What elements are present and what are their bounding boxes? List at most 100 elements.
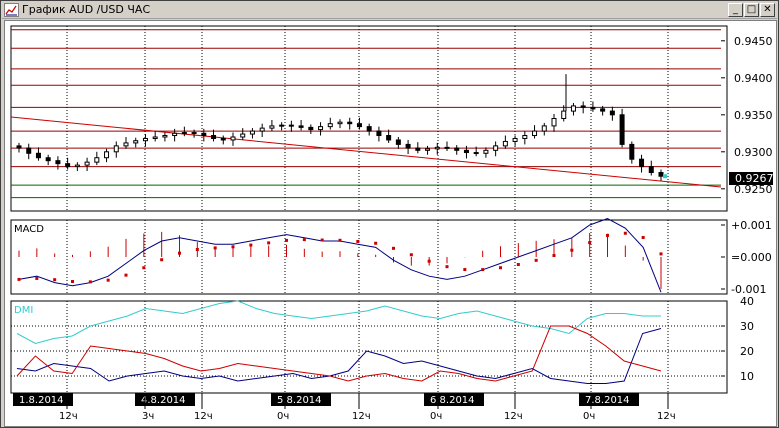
dmi-adx-line [16, 300, 661, 345]
time-tick-label: 3ч [142, 411, 154, 422]
candle-body [172, 132, 178, 137]
chart-area[interactable]: 0.9450 0.9400 0.9350 0.9300 0.9250 0.9267 MA… [4, 20, 777, 427]
date-badge-bg [13, 393, 73, 406]
dmi-tick-label: 30 [740, 320, 754, 333]
candle-body [162, 135, 168, 138]
current-marker [663, 174, 667, 179]
candle-body [444, 146, 450, 149]
date-badge: 4.8.2014 [135, 393, 195, 406]
dmi-tick-label: 20 [740, 345, 754, 358]
macd-signal-dot [124, 273, 128, 277]
macd-signal-dot [249, 243, 253, 247]
candle-body [230, 136, 236, 141]
macd-panel: MACD +0.001 =0.000 -0.001 [10, 218, 772, 296]
macd-signal-dot [445, 265, 449, 269]
dmi-panel: DMI 40 30 20 10 [10, 295, 754, 394]
candle-body [288, 124, 294, 127]
dmi-tick-label: 10 [740, 370, 754, 383]
candle-body [619, 114, 625, 145]
minimize-button[interactable]: _ [728, 3, 743, 17]
macd-signal-dot [53, 278, 57, 282]
candle-body [600, 108, 606, 112]
date-badge-label: 1.8.2014 [19, 395, 64, 406]
candle-body [337, 121, 343, 125]
candle-body [55, 160, 61, 165]
price-tick-label: 0.9250 [734, 183, 773, 196]
macd-tick-label: +0.001 [731, 219, 772, 232]
trend-line[interactable] [10, 116, 722, 188]
dmi-label: DMI [14, 305, 33, 316]
candle-body [104, 151, 110, 159]
candle-body [269, 125, 275, 129]
candle-body [94, 157, 100, 163]
dmi-plus-line [16, 328, 662, 384]
macd-signal-dot [88, 280, 92, 284]
candle-body [327, 123, 333, 128]
candle-body [308, 126, 314, 131]
macd-signal-dot [516, 263, 520, 267]
candle-body [191, 132, 197, 135]
macd-signal-dot [142, 266, 146, 270]
title-bar[interactable]: График AUD /USD ЧАС _ □ ✕ [2, 2, 777, 19]
candle-body [152, 136, 158, 139]
candle-body [142, 137, 148, 142]
date-badge: 5.8.2014 [271, 393, 331, 406]
macd-signal-dot [195, 248, 199, 252]
dmi-tick-label: 40 [740, 295, 754, 308]
candle-body [240, 133, 246, 138]
candle-body [45, 157, 51, 162]
macd-signal-dot [534, 258, 538, 262]
date-badge-label: 5.8.2014 [277, 395, 322, 406]
candle-body [249, 130, 255, 135]
close-button[interactable]: ✕ [760, 3, 775, 17]
macd-signal-dot [213, 246, 217, 250]
candle-body [347, 121, 353, 125]
date-badge-label: 7.8.2014 [585, 395, 630, 406]
macd-signal-dot [481, 268, 485, 272]
macd-signal-dot [552, 254, 556, 258]
candle-body [551, 118, 557, 127]
macd-tick-label: =0.000 [731, 251, 772, 264]
candle-body [512, 137, 518, 142]
macd-signal-dot [356, 239, 360, 243]
candle-body [259, 127, 265, 132]
date-badge-label: 6.8.2014 [430, 395, 475, 406]
macd-signal-dot [231, 245, 235, 249]
time-tick-label: 12ч [352, 411, 371, 422]
macd-signal-dot [338, 238, 342, 242]
macd-signal-dot [588, 241, 592, 245]
macd-signal-dot [409, 253, 413, 257]
candle-body [425, 148, 431, 151]
window-title: График AUD /USD ЧАС [22, 3, 151, 16]
candle-body [279, 124, 285, 127]
chart-svg[interactable]: 0.9450 0.9400 0.9350 0.9300 0.9250 0.9267 MA… [5, 21, 776, 426]
macd-tick-label: -0.001 [731, 283, 766, 296]
time-tick-label: 12ч [504, 411, 523, 422]
candle-body [65, 163, 71, 168]
candle-body [648, 166, 654, 174]
date-badge-bg [271, 393, 331, 406]
candle-body [532, 130, 538, 137]
maximize-button[interactable]: □ [744, 3, 759, 17]
date-badge: 6.8.2014 [424, 393, 484, 406]
candle-body [434, 146, 440, 150]
date-badge-bg [424, 393, 484, 406]
dmi-minus-line [16, 325, 662, 382]
price-tick-label: 0.9300 [734, 146, 773, 159]
candle-body [629, 143, 635, 160]
candle-body [609, 110, 615, 116]
macd-signal-dot [285, 238, 288, 242]
macd-signal-dot [641, 235, 645, 239]
candle-body [74, 164, 80, 168]
candle-body [220, 137, 226, 141]
current-price-marker: 0.9267 [729, 172, 774, 185]
time-tick-label: 0ч [430, 411, 442, 422]
macd-signal-dot [302, 238, 306, 242]
date-badge: 7.8.2014 [579, 393, 639, 406]
price-tick-label: 0.9400 [734, 72, 773, 85]
time-tick-label: 12ч [194, 411, 213, 422]
macd-signal-dot [499, 266, 502, 270]
macd-signal-dot [267, 241, 271, 245]
macd-signal-dot [463, 268, 467, 272]
candle-body [181, 132, 187, 135]
